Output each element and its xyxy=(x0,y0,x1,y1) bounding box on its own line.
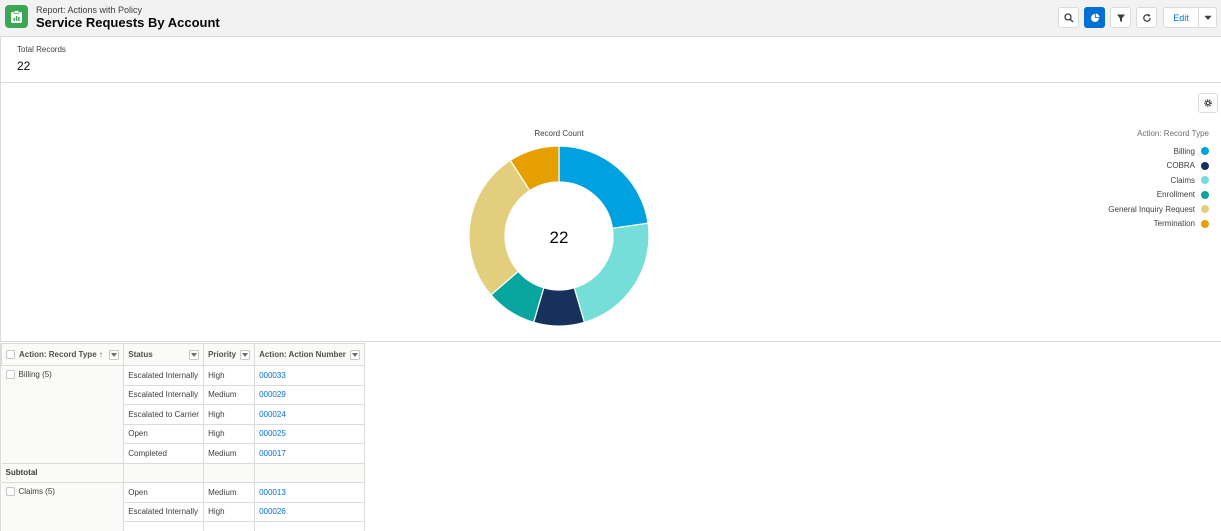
chart-settings-button[interactable] xyxy=(1198,93,1218,113)
legend-swatch xyxy=(1201,219,1209,228)
group-cell-claims: Claims (5) xyxy=(1,482,125,531)
report-summary: Total Records 22 xyxy=(0,37,1221,83)
legend-label: Termination xyxy=(1153,219,1195,229)
filter-icon xyxy=(1116,14,1125,22)
priority-cell: Medium xyxy=(203,443,256,464)
column-header-priority[interactable]: Priority xyxy=(203,343,256,366)
legend-label: Enrollment xyxy=(1156,190,1195,200)
group-cell-billing: Billing (5) xyxy=(1,365,125,464)
search-icon xyxy=(1063,12,1073,22)
page-title: Service Requests By Account xyxy=(36,15,220,30)
table-row: Escalated to Carrier High 000024 xyxy=(2,404,365,425)
column-header-record-type[interactable]: Action: Record Type ↑ xyxy=(1,343,125,366)
column-header-action-number[interactable]: Action: Action Number xyxy=(254,343,365,366)
legend-label: Claims xyxy=(1170,175,1195,185)
total-records-label: Total Records xyxy=(17,45,66,54)
status-cell: Open xyxy=(123,482,205,503)
priority-cell: High xyxy=(203,404,256,425)
status-cell: Escalated Internally xyxy=(123,365,205,386)
legend-item-claims[interactable]: Claims xyxy=(1108,173,1209,188)
priority-cell: High xyxy=(203,502,256,522)
legend-item-cobra[interactable]: COBRA xyxy=(1108,159,1209,174)
refresh-icon xyxy=(1142,13,1151,22)
legend-item-termination[interactable]: Termination xyxy=(1108,217,1209,232)
action-number-link[interactable]: 000026 xyxy=(254,502,365,522)
chart-panel: Record Count 22 Action: Record Type Bill… xyxy=(0,83,1221,342)
legend-item-enrollment[interactable]: Enrollment xyxy=(1108,188,1209,203)
priority-cell: High xyxy=(203,365,256,386)
legend-label: General Inquiry Request xyxy=(1108,204,1195,214)
legend-label: Billing xyxy=(1173,146,1195,156)
priority-cell: High xyxy=(203,424,256,444)
priority-cell: Medium xyxy=(203,385,256,405)
column-menu-icon[interactable] xyxy=(240,349,251,360)
subtotal-row: Subtotal xyxy=(1,463,365,483)
row-checkbox[interactable] xyxy=(5,487,15,497)
sort-asc-icon: ↑ xyxy=(98,349,103,359)
donut-slice-billing[interactable] xyxy=(558,145,649,229)
status-cell: Open xyxy=(123,424,205,444)
column-header-status[interactable]: Status xyxy=(123,343,205,366)
table-row: Billing (5) Escalated Internally High 00… xyxy=(1,365,365,464)
action-number-link[interactable]: 000029 xyxy=(254,385,365,405)
edit-button-label: Edit xyxy=(1173,12,1189,23)
edit-button[interactable]: Edit xyxy=(1163,7,1199,28)
column-menu-icon[interactable] xyxy=(350,349,360,360)
subtotal-label: Subtotal xyxy=(1,463,125,483)
table-row: Escalated Internally High 000026 xyxy=(2,502,365,522)
gear-icon xyxy=(1204,99,1212,107)
chevron-down-icon xyxy=(1204,15,1211,20)
status-cell: Escalated Internally xyxy=(123,502,205,522)
action-number-link[interactable]: 000017 xyxy=(254,443,365,464)
action-number-link[interactable]: 000025 xyxy=(254,424,365,444)
donut-center-total: 22 xyxy=(550,228,569,247)
more-actions-button[interactable] xyxy=(1198,7,1217,28)
donut-slice-claims[interactable] xyxy=(573,222,650,324)
table-row xyxy=(2,521,365,531)
chart-legend: Billing COBRA Claims Enrollment General Inqu… xyxy=(1108,144,1209,231)
legend-swatch xyxy=(1201,176,1209,185)
donut-slice-termination[interactable] xyxy=(509,145,560,192)
legend-item-general-inquiry-request[interactable]: General Inquiry Request xyxy=(1108,202,1209,217)
action-number-link[interactable]: 000013 xyxy=(254,482,365,503)
action-number-link[interactable]: 000024 xyxy=(254,404,365,425)
column-menu-icon[interactable] xyxy=(189,349,200,360)
total-records-value: 22 xyxy=(17,59,31,73)
report-table: Action: Record Type ↑ Status Priority Ac… xyxy=(0,343,365,531)
legend-swatch xyxy=(1201,161,1209,170)
select-all-checkbox[interactable] xyxy=(6,350,15,360)
toggle-chart-button[interactable] xyxy=(1084,7,1105,28)
status-cell: Escalated to Carrier xyxy=(123,404,205,425)
filter-button[interactable] xyxy=(1110,7,1131,28)
chart-title: Record Count xyxy=(534,129,584,138)
search-button[interactable] xyxy=(1058,7,1079,28)
table-row: Escalated Internally Medium 000029 xyxy=(2,385,365,405)
report-icon xyxy=(5,5,28,28)
chart-icon xyxy=(1090,13,1099,22)
status-cell: Escalated Internally xyxy=(123,385,205,405)
status-cell: Completed xyxy=(123,443,205,464)
table-row: Claims (5) Open Medium 000013 xyxy=(1,482,365,531)
legend-item-billing[interactable]: Billing xyxy=(1108,144,1209,159)
action-number-link[interactable]: 000033 xyxy=(254,365,365,386)
table-row: Completed Medium 000017 xyxy=(2,443,365,464)
table-row: Open High 000025 xyxy=(2,424,365,444)
legend-swatch xyxy=(1201,190,1209,199)
legend-title: Action: Record Type xyxy=(1137,129,1209,138)
legend-label: COBRA xyxy=(1166,161,1195,171)
report-type-label: Report: Actions with Policy xyxy=(36,5,143,15)
legend-swatch xyxy=(1201,205,1209,214)
row-checkbox[interactable] xyxy=(5,370,15,380)
column-menu-icon[interactable] xyxy=(109,349,120,360)
report-header: Report: Actions with Policy Service Requ… xyxy=(0,0,1221,37)
legend-swatch xyxy=(1201,147,1209,156)
refresh-button[interactable] xyxy=(1136,7,1157,28)
priority-cell: Medium xyxy=(203,482,256,503)
donut-chart: 22 xyxy=(468,145,650,327)
